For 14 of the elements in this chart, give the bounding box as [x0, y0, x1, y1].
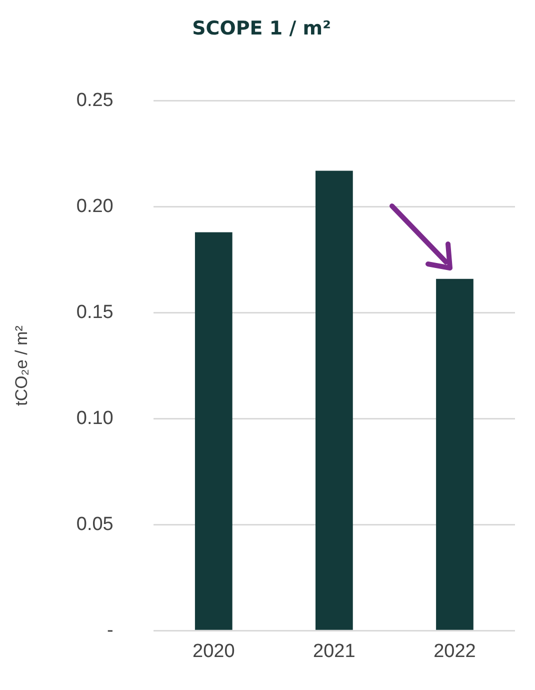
x-tick-label: 2022: [434, 641, 476, 662]
chart-title: SCOPE 1 / m²: [192, 17, 331, 40]
y-tick-label: 0.10: [76, 408, 114, 429]
y-tick-label: -: [107, 620, 114, 641]
bar: [436, 278, 474, 630]
x-tick-label: 2020: [192, 641, 235, 662]
y-tick-label: 0.15: [76, 302, 114, 323]
y-tick-label: 0.25: [76, 90, 114, 112]
bar: [194, 232, 232, 630]
y-tick-label: 0.20: [76, 196, 114, 217]
x-tick-label: 2021: [313, 641, 356, 662]
bar: [316, 170, 353, 630]
y-axis-title: tCO₂e / m²: [12, 325, 31, 406]
y-tick-label: 0.05: [76, 514, 114, 535]
